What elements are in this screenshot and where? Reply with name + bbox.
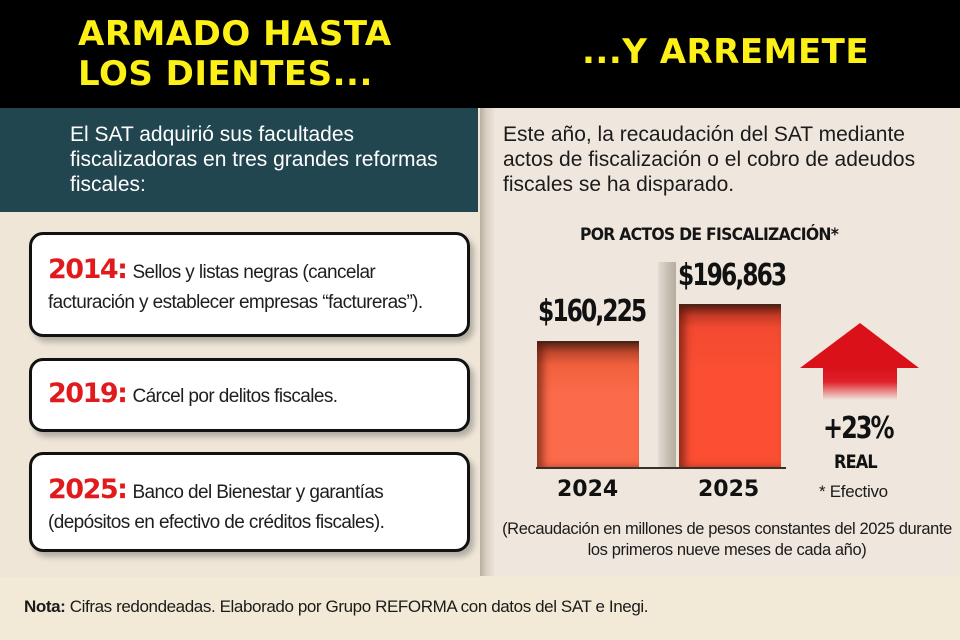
right-intro-text: Este año, la recaudación del SAT mediant…	[503, 123, 916, 196]
headline-left: ARMADO HASTA LOS DIENTES...	[78, 14, 392, 94]
footer-note-bar: Nota: Cifras redondeadas. Elaborado por …	[0, 577, 960, 640]
reform-card-2025: 2025: Banco del Bienestar y garantías (de…	[29, 452, 470, 552]
reform-year: 2025:	[48, 474, 128, 505]
chart-units-note: (Recaudación en millones de pesos consta…	[502, 520, 952, 559]
chart-baseline	[536, 467, 786, 469]
bar-separator-strip	[658, 262, 676, 468]
bar-2025	[679, 304, 781, 468]
reform-card-2019: 2019: Cárcel por delitos fiscales.	[29, 358, 470, 432]
headline-left-line1: ARMADO HASTA	[78, 14, 392, 54]
category-label-2025: 2025	[698, 477, 760, 502]
reform-text: Sellos y listas negras (cancelar factura…	[48, 262, 423, 313]
chart-title: POR ACTOS DE FISCALIZACIÓN*	[580, 225, 839, 245]
reform-text: Banco del Bienestar y garantías (depósit…	[48, 482, 385, 533]
reforms-panel: 2014: Sellos y listas negras (cancelar fa…	[0, 212, 480, 578]
footer-note-text: Cifras redondeadas. Elaborado por Grupo …	[65, 597, 649, 616]
category-label-2024: 2024	[557, 477, 619, 502]
headline-left-line2: LOS DIENTES...	[78, 54, 373, 94]
headline-right: ...Y ARREMETE	[582, 32, 870, 72]
change-percentage: +23%	[823, 411, 895, 446]
up-arrow-icon	[800, 323, 919, 400]
reform-text: Cárcel por delitos fiscales.	[132, 386, 338, 407]
reform-year: 2014:	[48, 254, 128, 285]
reform-year: 2019:	[48, 378, 128, 409]
panel-divider-shadow	[480, 108, 496, 576]
footer-note-label: Nota:	[24, 597, 66, 616]
header-band: ARMADO HASTA LOS DIENTES... ...Y ARREMET…	[0, 0, 960, 108]
bar-value-2025: $196,863	[678, 258, 787, 293]
chart-footnote: * Efectivo	[819, 482, 888, 501]
left-intro-panel: El SAT adquirió sus facultades fiscaliza…	[0, 108, 478, 212]
footer-note: Nota: Cifras redondeadas. Elaborado por …	[24, 597, 649, 617]
reform-card-2014: 2014: Sellos y listas negras (cancelar fa…	[29, 232, 470, 337]
change-label: REAL	[834, 451, 878, 473]
bar-2024	[537, 341, 639, 468]
bar-value-2024: $160,225	[538, 294, 647, 329]
left-intro-text: El SAT adquirió sus facultades fiscaliza…	[70, 123, 438, 196]
